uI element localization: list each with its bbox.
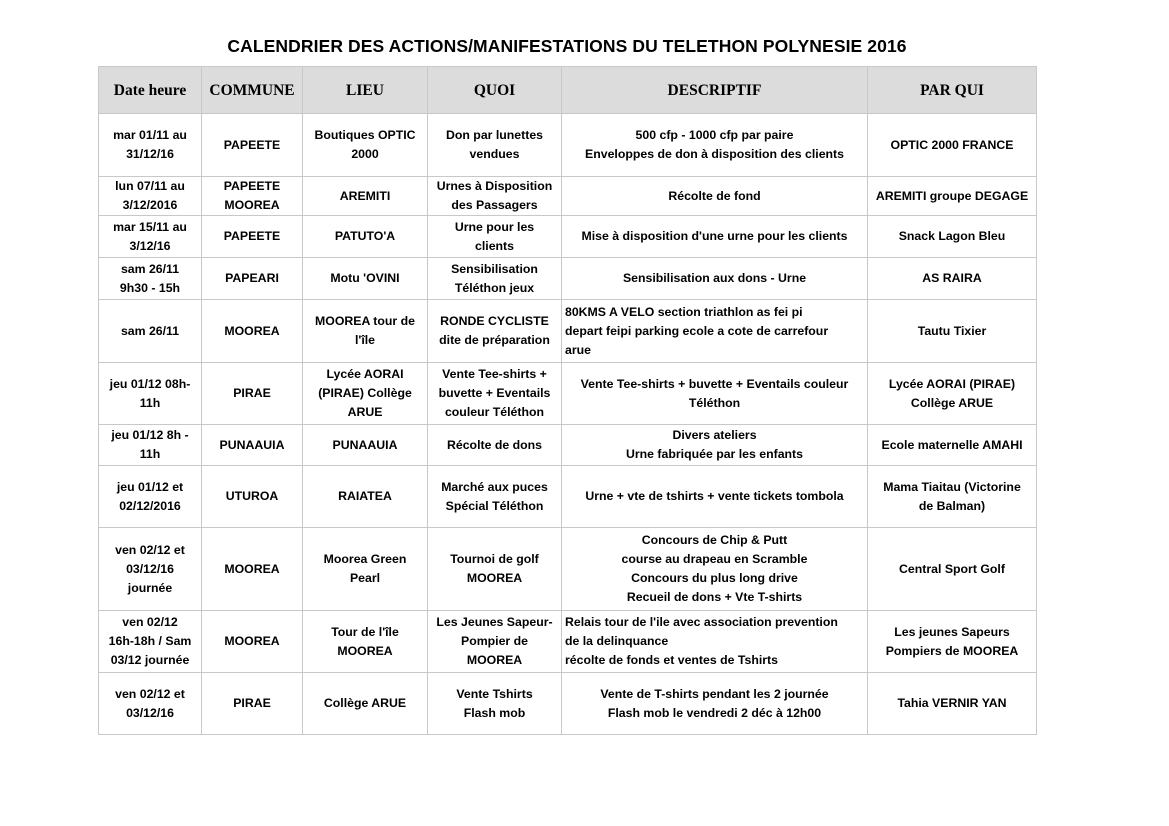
cell-par-qui: Snack Lagon Bleu	[867, 215, 1037, 258]
cell-date: jeu 01/12 et 02/12/2016	[98, 465, 202, 528]
cell-quoi: Vente Tee-shirts + buvette + Eventails c…	[427, 362, 562, 425]
cell-descriptif: 80KMS A VELO section triathlon as fei pi…	[561, 299, 868, 363]
cell-par-qui: Tahia VERNIR YAN	[867, 672, 1037, 735]
cell-commune: PAPEETE	[201, 113, 303, 177]
cell-lieu: AREMITI	[302, 176, 428, 216]
header-lieu: LIEU	[302, 66, 428, 114]
cell-lieu: RAIATEA	[302, 465, 428, 528]
cell-quoi: RONDE CYCLISTE dite de préparation	[427, 299, 562, 363]
cell-descriptif: Vente Tee-shirts + buvette + Eventails c…	[561, 362, 868, 425]
cell-commune: UTUROA	[201, 465, 303, 528]
cell-lieu: Motu 'OVINI	[302, 257, 428, 300]
cell-date: jeu 01/12 8h - 11h	[98, 424, 202, 466]
cell-par-qui: AREMITI groupe DEGAGE	[867, 176, 1037, 216]
cell-quoi: Urnes à Disposition des Passagers	[427, 176, 562, 216]
table-row: sam 26/11 9h30 - 15h PAPEARI Motu 'OVINI Se…	[98, 257, 1037, 300]
cell-commune: MOOREA	[201, 299, 303, 363]
cell-date: jeu 01/12 08h- 11h	[98, 362, 202, 425]
table-row: ven 02/12 et 03/12/16 journée MOOREA Moore…	[98, 527, 1037, 611]
cell-par-qui: OPTIC 2000 FRANCE	[867, 113, 1037, 177]
cell-lieu: Collège ARUE	[302, 672, 428, 735]
cell-par-qui: Lycée AORAI (PIRAE) Collège ARUE	[867, 362, 1037, 425]
cell-par-qui: Tautu Tixier	[867, 299, 1037, 363]
header-commune: COMMUNE	[201, 66, 303, 114]
cell-commune: PAPEARI	[201, 257, 303, 300]
table-row: jeu 01/12 08h- 11h PIRAE Lycée AORAI (PIRA…	[98, 362, 1037, 425]
cell-quoi: Vente Tshirts Flash mob	[427, 672, 562, 735]
header-row: Date heure COMMUNE LIEU QUOI DESCRIPTIF …	[98, 66, 1037, 114]
cell-date: mar 01/11 au 31/12/16	[98, 113, 202, 177]
header-quoi: QUOI	[427, 66, 562, 114]
cell-date: lun 07/11 au 3/12/2016	[98, 176, 202, 216]
cell-descriptif: 500 cfp - 1000 cfp par paire Enveloppes …	[561, 113, 868, 177]
cell-date: sam 26/11 9h30 - 15h	[98, 257, 202, 300]
events-table: Date heure COMMUNE LIEU QUOI DESCRIPTIF …	[98, 66, 1037, 735]
cell-lieu: Boutiques OPTIC 2000	[302, 113, 428, 177]
cell-descriptif: Concours de Chip & Putt course au drapea…	[561, 527, 868, 611]
cell-lieu: PUNAAUIA	[302, 424, 428, 466]
cell-par-qui: AS RAIRA	[867, 257, 1037, 300]
cell-descriptif: Urne + vte de tshirts + vente tickets to…	[561, 465, 868, 528]
cell-par-qui: Mama Tiaitau (Victorine de Balman)	[867, 465, 1037, 528]
cell-commune: MOOREA	[201, 610, 303, 673]
cell-quoi: Sensibilisation Téléthon jeux	[427, 257, 562, 300]
cell-par-qui: Les jeunes Sapeurs Pompiers de MOOREA	[867, 610, 1037, 673]
header-descriptif: DESCRIPTIF	[561, 66, 868, 114]
cell-lieu: MOOREA tour de l'île	[302, 299, 428, 363]
cell-descriptif: Divers ateliers Urne fabriquée par les e…	[561, 424, 868, 466]
table-row: jeu 01/12 et 02/12/2016 UTUROA RAIATEA Marc…	[98, 465, 1037, 528]
cell-lieu: Lycée AORAI (PIRAE) Collège ARUE	[302, 362, 428, 425]
cell-quoi: Tournoi de golf MOOREA	[427, 527, 562, 611]
cell-date: mar 15/11 au 3/12/16	[98, 215, 202, 258]
cell-lieu: Moorea Green Pearl	[302, 527, 428, 611]
table-row: mar 15/11 au 3/12/16 PAPEETE PATUTO'A Urne …	[98, 215, 1037, 258]
cell-commune: PIRAE	[201, 672, 303, 735]
cell-descriptif: Relais tour de l'ile avec association pr…	[561, 610, 868, 673]
cell-lieu: Tour de l'île MOOREA	[302, 610, 428, 673]
cell-quoi: Don par lunettes vendues	[427, 113, 562, 177]
header-date: Date heure	[98, 66, 202, 114]
table-row: ven 02/12 16h-18h / Sam 03/12 journée MOO…	[98, 610, 1037, 673]
table-row: mar 01/11 au 31/12/16 PAPEETE Boutiques OP…	[98, 113, 1037, 177]
cell-commune: PUNAAUIA	[201, 424, 303, 466]
cell-commune: PAPEETE MOOREA	[201, 176, 303, 216]
document-title: CALENDRIER DES ACTIONS/MANIFESTATIONS DU…	[227, 36, 907, 56]
cell-date: ven 02/12 et 03/12/16	[98, 672, 202, 735]
cell-descriptif: Mise à disposition d'une urne pour les c…	[561, 215, 868, 258]
cell-date: ven 02/12 16h-18h / Sam 03/12 journée	[98, 610, 202, 673]
header-par-qui: PAR QUI	[867, 66, 1037, 114]
table-row: ven 02/12 et 03/12/16 PIRAE Collège ARUE Ve…	[98, 672, 1037, 735]
cell-date: sam 26/11	[98, 299, 202, 363]
cell-descriptif: Sensibilisation aux dons - Urne	[561, 257, 868, 300]
cell-quoi: Marché aux puces Spécial Téléthon	[427, 465, 562, 528]
cell-lieu: PATUTO'A	[302, 215, 428, 258]
cell-commune: PAPEETE	[201, 215, 303, 258]
cell-descriptif: Vente de T-shirts pendant les 2 journée …	[561, 672, 868, 735]
table-row: lun 07/11 au 3/12/2016 PAPEETE MOOREA AREM…	[98, 176, 1037, 216]
cell-quoi: Les Jeunes Sapeur- Pompier de MOOREA	[427, 610, 562, 673]
cell-par-qui: Ecole maternelle AMAHI	[867, 424, 1037, 466]
table-row: sam 26/11 MOOREA MOOREA tour de l'île RONDE…	[98, 299, 1037, 363]
cell-date: ven 02/12 et 03/12/16 journée	[98, 527, 202, 611]
table-row: jeu 01/12 8h - 11h PUNAAUIA PUNAAUIA Récolt…	[98, 424, 1037, 466]
cell-commune: MOOREA	[201, 527, 303, 611]
cell-quoi: Urne pour les clients	[427, 215, 562, 258]
cell-par-qui: Central Sport Golf	[867, 527, 1037, 611]
cell-descriptif: Récolte de fond	[561, 176, 868, 216]
cell-commune: PIRAE	[201, 362, 303, 425]
cell-quoi: Récolte de dons	[427, 424, 562, 466]
